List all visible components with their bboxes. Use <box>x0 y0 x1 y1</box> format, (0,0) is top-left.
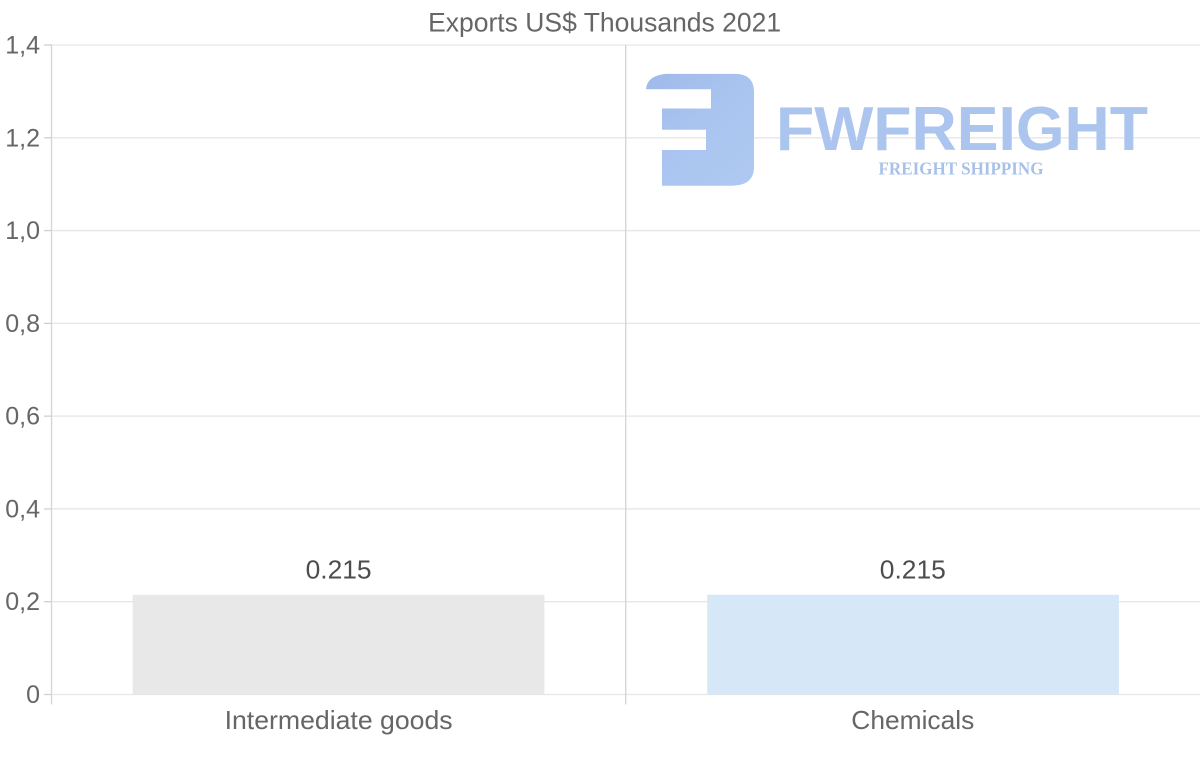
svg-text:Intermediate goods: Intermediate goods <box>225 705 453 735</box>
svg-text:0.215: 0.215 <box>306 555 372 585</box>
svg-text:0: 0 <box>26 681 40 709</box>
svg-text:0,6: 0,6 <box>5 403 40 431</box>
svg-text:FWFREIGHT: FWFREIGHT <box>776 95 1148 164</box>
svg-text:0,2: 0,2 <box>5 588 40 616</box>
svg-text:1,2: 1,2 <box>5 124 40 152</box>
svg-text:1,4: 1,4 <box>5 32 40 60</box>
svg-text:1,0: 1,0 <box>5 217 40 245</box>
svg-text:0.215: 0.215 <box>880 555 946 585</box>
svg-text:FREIGHT SHIPPING: FREIGHT SHIPPING <box>879 158 1044 178</box>
svg-text:Chemicals: Chemicals <box>851 705 974 735</box>
svg-text:0,8: 0,8 <box>5 310 40 338</box>
svg-text:Exports US$ Thousands 2021: Exports US$ Thousands 2021 <box>428 8 781 38</box>
svg-text:0,4: 0,4 <box>5 495 40 523</box>
